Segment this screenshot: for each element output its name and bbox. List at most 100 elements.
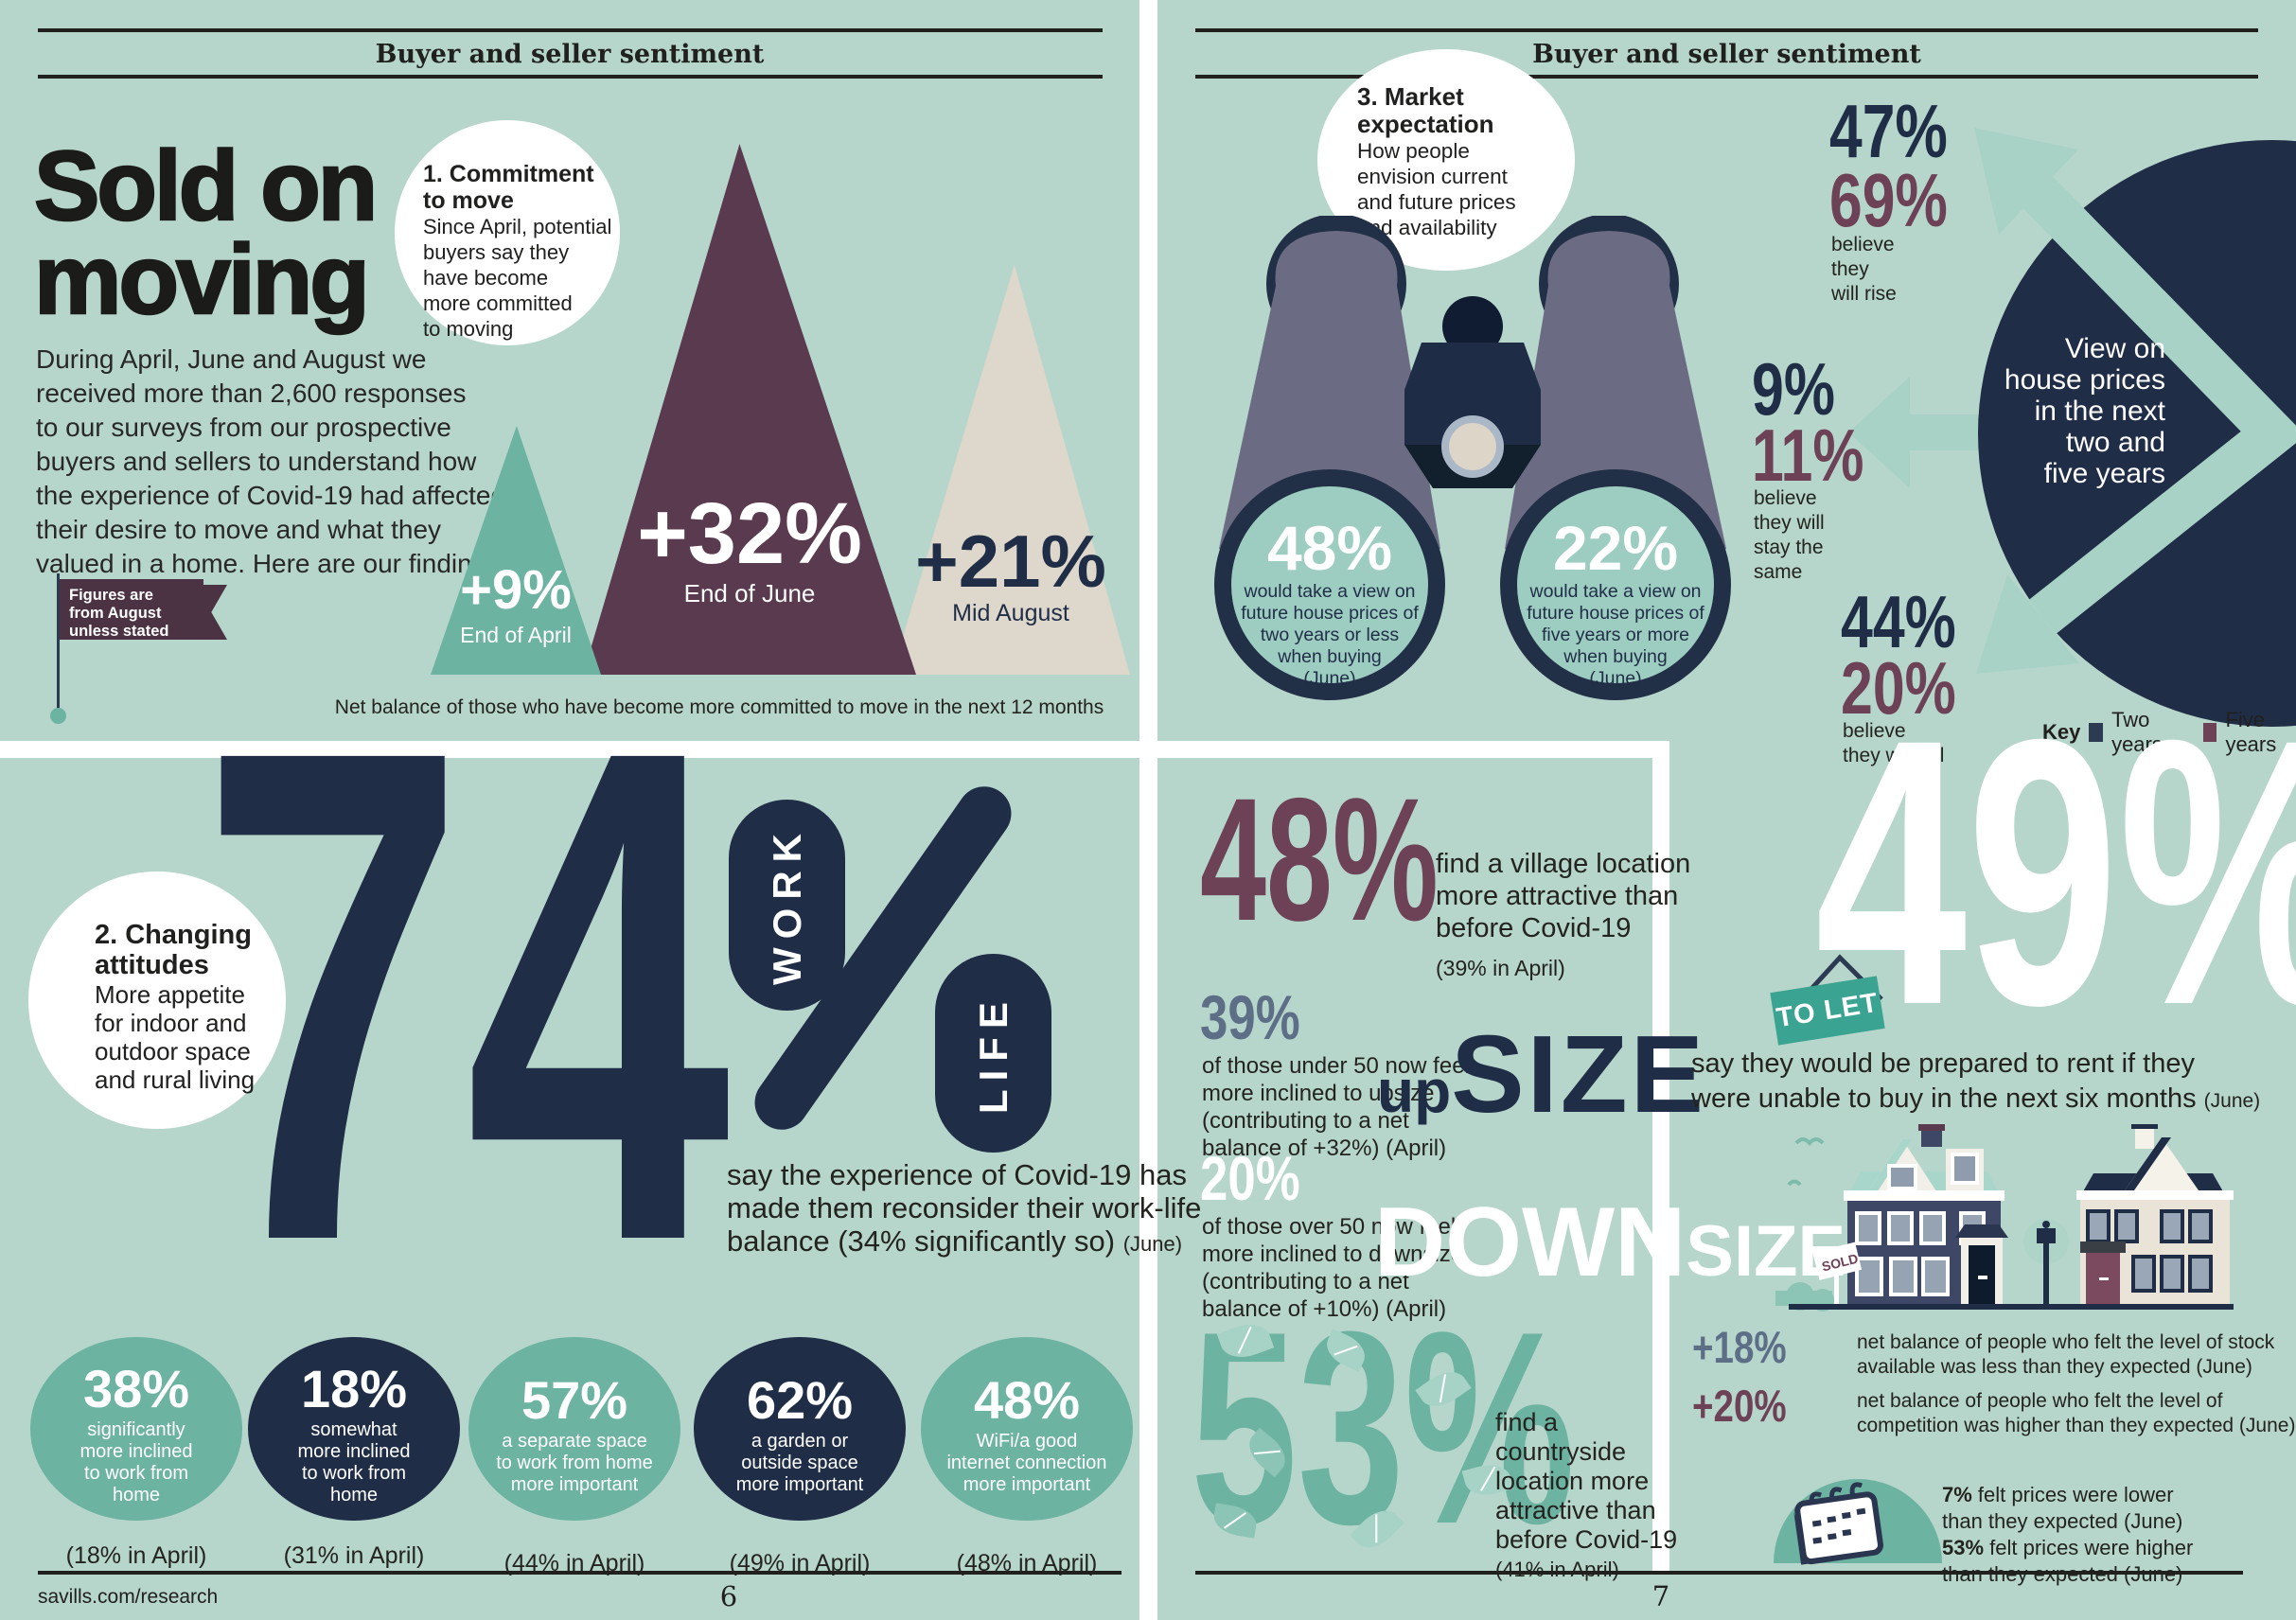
stat-circle-wifi: 48% WiFi/a good internet connection more…: [921, 1337, 1133, 1521]
footer-url: savills.com/research: [38, 1586, 219, 1608]
label-line: believe: [1843, 720, 1906, 742]
callout-changing-text: 2. Changing attitudes More appetite for …: [95, 920, 255, 1094]
callout-body-line: Since April, potential: [423, 215, 612, 238]
digits: 69%: [1829, 158, 1948, 242]
label-line: competition was higher than they expecte…: [1857, 1415, 2296, 1436]
label-line: countryside: [1495, 1437, 1627, 1466]
digits: +18%: [1692, 1322, 1787, 1372]
digits: 11%: [1752, 414, 1864, 497]
label-line: of those under 50 now feel: [1202, 1053, 1470, 1079]
intro-line: received more than 2,600 responses: [36, 379, 467, 408]
stat-circle-value: 48%: [973, 1370, 1081, 1430]
stat-competition-number: +20%: [1692, 1383, 1808, 1428]
digits: 39%: [1200, 982, 1300, 1052]
key-two-years-label: Two years: [2111, 708, 2163, 756]
flag-pole: [57, 573, 60, 715]
stat-fall-two-years: 44%: [1841, 585, 1988, 659]
worklife-caption-note: (June): [1122, 1232, 1183, 1256]
lens-label: would take a view on future house prices…: [1231, 581, 1428, 690]
stat-circle-line: a separate space: [502, 1431, 647, 1452]
section-band-horizontal: [0, 741, 1669, 758]
stat-circle-label: a garden or outside space more important: [694, 1431, 906, 1496]
label-line: balance of +32%) (April): [1202, 1136, 1447, 1161]
stat-rise-five-years: 69%: [1829, 163, 1981, 238]
rent-caption: say they would be prepared to rent if th…: [1691, 1047, 2260, 1118]
worklife-caption-line: made them reconsider their work-life: [727, 1191, 1202, 1224]
label-line: they: [1831, 258, 1869, 280]
prices-rest: felt prices were lower: [1971, 1483, 2174, 1506]
left-header-rule-top: [38, 28, 1103, 32]
rent-caption-line: were unable to buy in the next six month…: [1691, 1082, 2260, 1118]
lens-line: would take a view on: [1529, 581, 1702, 602]
callout-changing-attitudes: [28, 872, 286, 1129]
lens-line: five years or more: [1541, 625, 1690, 645]
stat-rent-number: 49%: [1815, 683, 2296, 1062]
intro-line: to our surveys from our prospective: [36, 413, 451, 442]
price-view-title: View on house prices in the next two and…: [1921, 333, 2165, 489]
life-pill-label: LIFE: [970, 993, 1016, 1114]
callout-body-line: More appetite: [95, 980, 245, 1009]
stat-circle-label: a separate space to work from home more …: [468, 1431, 680, 1496]
worklife-caption: say the experience of Covid-19 has made …: [727, 1158, 1201, 1260]
prices-line: 53% felt prices were higher: [1942, 1535, 2193, 1561]
lens-value: 48%: [1266, 513, 1393, 583]
stat-circle-line: to work from: [301, 1463, 407, 1484]
stat-circle-note: (31% in April): [283, 1542, 425, 1569]
prices-line: than they expected (June): [1942, 1561, 2193, 1588]
callout-body-line: and rural living: [95, 1065, 256, 1094]
digits: 44%: [1841, 580, 1956, 663]
prices-line: 7% felt prices were lower: [1942, 1482, 2193, 1508]
stat-rise-label: believe they will rise: [1831, 233, 1897, 307]
callout-heading: attitudes: [95, 950, 209, 980]
stat-circle-line: more important: [963, 1474, 1091, 1495]
stat-circle-line: more inclined: [79, 1441, 193, 1462]
prices-rest: felt prices were higher: [1984, 1536, 2194, 1559]
stat-circle-line: outside space: [741, 1453, 858, 1473]
callout-body-line: buyers say they: [423, 240, 570, 264]
callout-body-line: more committed: [423, 291, 573, 315]
stat-stock-number: +18%: [1692, 1325, 1808, 1369]
worklife-caption-line: balance (34% significantly so) (June): [727, 1224, 1201, 1260]
lens-line: (June): [1303, 668, 1356, 689]
label-line: net balance of people who felt the level…: [1857, 1390, 2223, 1412]
chart-key: Key Two years Five years: [2042, 708, 2296, 757]
stat-downsize-label: of those over 50 now feel more inclined …: [1202, 1213, 1463, 1323]
label-note: (39% in April): [1436, 956, 1565, 980]
callout-heading: 2. Changing: [95, 920, 252, 950]
right-page-number: 7: [1651, 1580, 1670, 1612]
stat-fall-five-years: 20%: [1841, 651, 1988, 725]
intro-line: the experience of Covid-19 had affected: [36, 481, 506, 510]
rent-caption-line: say they would be prepared to rent if th…: [1691, 1048, 2195, 1079]
flag-note-line: Figures are: [69, 587, 153, 604]
label-line: same: [1754, 561, 1803, 583]
mountains-caption: Net balance of those who have become mor…: [334, 696, 1104, 718]
stat-circle-line: internet connection: [946, 1453, 1107, 1473]
callout-market-text: 3. Market expectation How people envisio…: [1357, 83, 1516, 240]
price-view-title-line: house prices: [2004, 364, 2165, 396]
callout-body-line: outdoor space: [95, 1037, 251, 1065]
page-title-line1: Sold on: [33, 132, 380, 241]
mountain-label-june: End of June: [683, 579, 816, 608]
prices-bold: 7%: [1942, 1483, 1972, 1506]
stat-circle-line: to work from home: [496, 1453, 653, 1473]
callout-heading: to move: [423, 187, 514, 214]
stat-village-label: find a village location more attractive …: [1436, 848, 1690, 984]
upsize-word-suffix: SIZE: [1451, 1012, 1707, 1136]
label-line: balance of +10%) (April): [1202, 1296, 1447, 1322]
life-pill: LIFE: [935, 954, 1051, 1153]
stat-same-label: believe they will stay the same: [1754, 486, 1825, 585]
stat-circle-line: more important: [510, 1474, 639, 1495]
label-line: net balance of people who felt the level…: [1857, 1331, 2275, 1353]
right-header-title: Buyer and seller sentiment: [1532, 40, 1921, 69]
callout-heading: expectation: [1357, 110, 1494, 138]
rent-caption-note: (June): [2203, 1090, 2261, 1112]
stat-circle-wfh-significant: 38% significantly more inclined to work …: [30, 1337, 242, 1521]
stat-countryside-label: find a countryside location more attract…: [1495, 1408, 1677, 1584]
price-view-title-line: two and: [2065, 427, 2165, 458]
price-view-title-line: View on: [2064, 333, 2165, 364]
label-line: believe: [1831, 234, 1895, 255]
left-header-title: Buyer and seller sentiment: [375, 40, 765, 69]
stat-74-number: 74: [201, 645, 980, 1346]
binoculars-icon: [1214, 216, 1731, 700]
lens-line: would take a view on: [1244, 581, 1416, 602]
